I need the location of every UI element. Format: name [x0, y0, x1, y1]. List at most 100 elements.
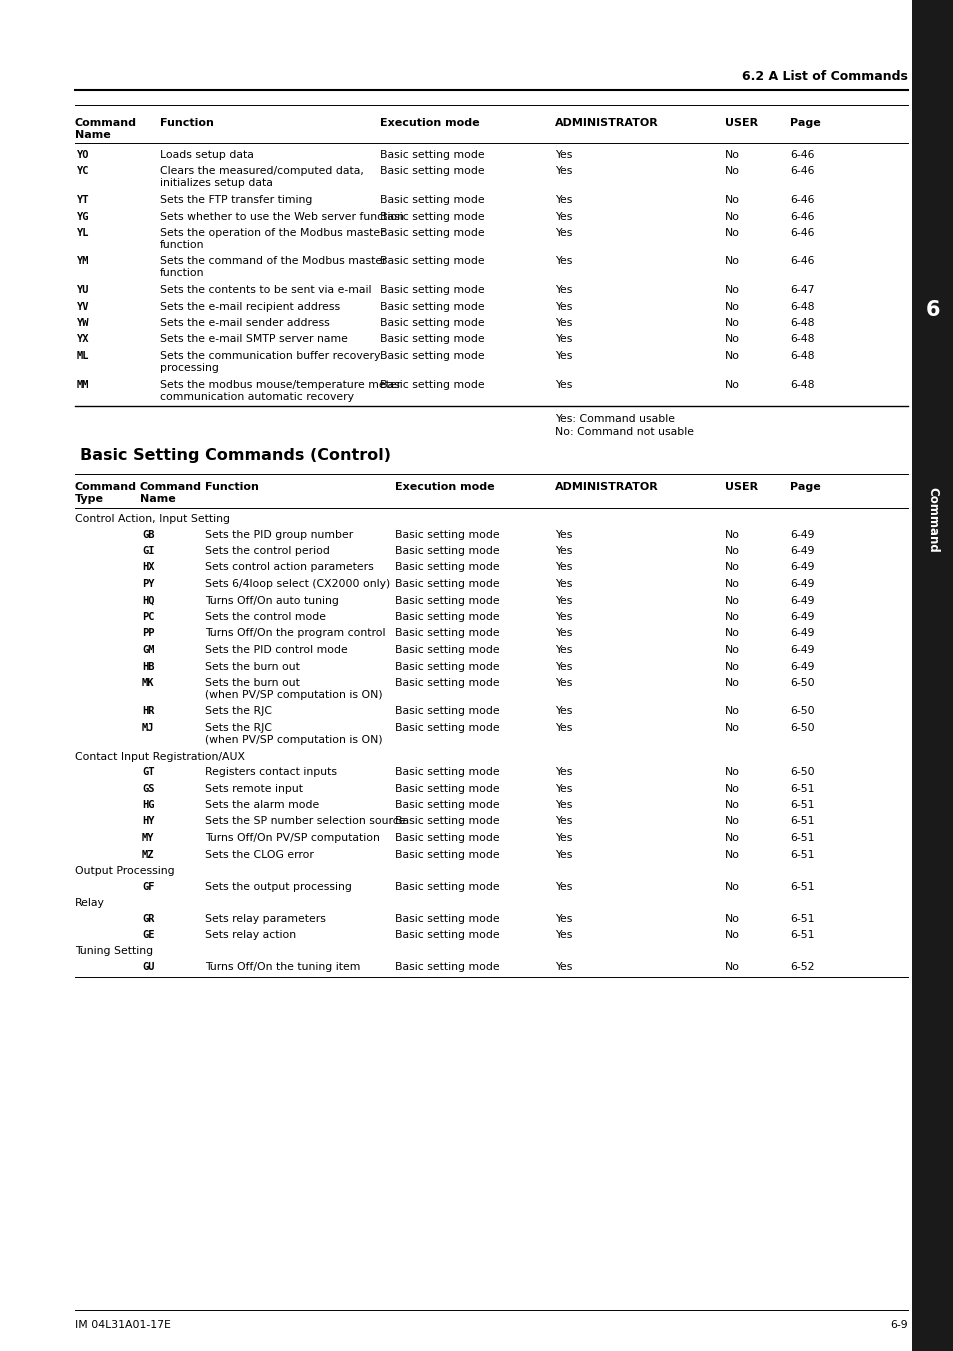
Text: Name: Name — [140, 494, 175, 504]
Text: Basic setting mode: Basic setting mode — [379, 150, 484, 159]
Text: Basic setting mode: Basic setting mode — [395, 562, 499, 573]
Text: No: No — [724, 285, 740, 295]
Text: Basic setting mode: Basic setting mode — [395, 678, 499, 688]
Text: No: No — [724, 301, 740, 312]
Text: function: function — [160, 269, 204, 278]
Text: Yes: Yes — [555, 800, 572, 811]
Text: 6-51: 6-51 — [789, 881, 814, 892]
Text: Sets remote input: Sets remote input — [205, 784, 303, 793]
Text: No: No — [724, 212, 740, 222]
Text: Basic setting mode: Basic setting mode — [379, 301, 484, 312]
Text: No: No — [724, 335, 740, 345]
Text: Yes: Yes — [555, 612, 572, 621]
Text: 6-49: 6-49 — [789, 662, 814, 671]
Text: Sets the command of the Modbus master: Sets the command of the Modbus master — [160, 257, 386, 266]
Text: Basic setting mode: Basic setting mode — [379, 317, 484, 328]
Text: Command: Command — [75, 118, 137, 128]
Text: 6-48: 6-48 — [789, 351, 814, 361]
Text: 6-51: 6-51 — [789, 800, 814, 811]
Text: 6-49: 6-49 — [789, 644, 814, 655]
Text: 6-50: 6-50 — [789, 707, 814, 716]
Text: No: No — [724, 546, 740, 557]
Text: 6-49: 6-49 — [789, 546, 814, 557]
Text: 6-46: 6-46 — [789, 195, 814, 205]
Text: 6-49: 6-49 — [789, 596, 814, 605]
Text: Sets the FTP transfer timing: Sets the FTP transfer timing — [160, 195, 312, 205]
Text: ADMINISTRATOR: ADMINISTRATOR — [555, 118, 659, 128]
Text: Yes: Yes — [555, 707, 572, 716]
Text: MY: MY — [142, 834, 154, 843]
Text: 6-46: 6-46 — [789, 212, 814, 222]
Text: 6-50: 6-50 — [789, 723, 814, 734]
Text: No: No — [724, 530, 740, 539]
Text: No: No — [724, 596, 740, 605]
Text: No: No — [724, 678, 740, 688]
Text: Yes: Yes — [555, 212, 572, 222]
Text: No: No — [724, 929, 740, 940]
Text: 6-46: 6-46 — [789, 228, 814, 238]
Text: MZ: MZ — [142, 850, 154, 859]
Text: No: No — [724, 850, 740, 859]
Text: Command: Command — [140, 482, 202, 492]
Text: ML: ML — [77, 351, 90, 361]
Text: No: No — [724, 662, 740, 671]
Text: 6-51: 6-51 — [789, 929, 814, 940]
Text: Yes: Yes — [555, 195, 572, 205]
Text: Yes: Yes — [555, 723, 572, 734]
Text: IM 04L31A01-17E: IM 04L31A01-17E — [75, 1320, 171, 1329]
Bar — [911, 0, 953, 1351]
Text: Yes: Yes — [555, 351, 572, 361]
Text: Clears the measured/computed data,: Clears the measured/computed data, — [160, 166, 363, 177]
Text: No: No — [724, 166, 740, 177]
Text: YL: YL — [77, 228, 90, 238]
Text: 6-46: 6-46 — [789, 166, 814, 177]
Text: Yes: Yes — [555, 546, 572, 557]
Text: 6-48: 6-48 — [789, 380, 814, 389]
Text: Yes: Yes — [555, 784, 572, 793]
Text: Basic setting mode: Basic setting mode — [395, 850, 499, 859]
Text: Basic setting mode: Basic setting mode — [395, 612, 499, 621]
Text: No: No — [724, 317, 740, 328]
Text: No: No — [724, 380, 740, 389]
Text: processing: processing — [160, 363, 218, 373]
Text: Yes: Yes — [555, 850, 572, 859]
Text: Basic setting mode: Basic setting mode — [395, 662, 499, 671]
Text: PY: PY — [142, 580, 154, 589]
Text: Sets whether to use the Web server function: Sets whether to use the Web server funct… — [160, 212, 403, 222]
Text: Yes: Yes — [555, 166, 572, 177]
Text: Execution mode: Execution mode — [379, 118, 479, 128]
Text: 6-47: 6-47 — [789, 285, 814, 295]
Text: 6-49: 6-49 — [789, 612, 814, 621]
Text: Yes: Command usable: Yes: Command usable — [555, 413, 675, 424]
Text: YX: YX — [77, 335, 90, 345]
Text: 6-49: 6-49 — [789, 562, 814, 573]
Text: Registers contact inputs: Registers contact inputs — [205, 767, 336, 777]
Text: Function: Function — [160, 118, 213, 128]
Text: Yes: Yes — [555, 335, 572, 345]
Text: 6-48: 6-48 — [789, 317, 814, 328]
Text: Basic setting mode: Basic setting mode — [379, 351, 484, 361]
Text: HY: HY — [142, 816, 154, 827]
Text: Basic setting mode: Basic setting mode — [379, 285, 484, 295]
Text: Sets the e-mail sender address: Sets the e-mail sender address — [160, 317, 330, 328]
Text: No: Command not usable: No: Command not usable — [555, 427, 693, 436]
Text: GT: GT — [142, 767, 154, 777]
Text: Basic setting mode: Basic setting mode — [395, 596, 499, 605]
Text: No: No — [724, 881, 740, 892]
Text: 6.2 A List of Commands: 6.2 A List of Commands — [741, 70, 907, 82]
Text: Turns Off/On the tuning item: Turns Off/On the tuning item — [205, 962, 360, 971]
Text: 6-51: 6-51 — [789, 816, 814, 827]
Text: Basic setting mode: Basic setting mode — [395, 800, 499, 811]
Text: 6-48: 6-48 — [789, 335, 814, 345]
Text: Tuning Setting: Tuning Setting — [75, 947, 153, 957]
Text: Sets the communication buffer recovery: Sets the communication buffer recovery — [160, 351, 380, 361]
Text: Basic setting mode: Basic setting mode — [395, 546, 499, 557]
Text: USER: USER — [724, 118, 758, 128]
Text: 6-46: 6-46 — [789, 257, 814, 266]
Text: No: No — [724, 644, 740, 655]
Text: Function: Function — [205, 482, 258, 492]
Text: Yes: Yes — [555, 767, 572, 777]
Text: Yes: Yes — [555, 257, 572, 266]
Text: Basic setting mode: Basic setting mode — [395, 707, 499, 716]
Text: Yes: Yes — [555, 150, 572, 159]
